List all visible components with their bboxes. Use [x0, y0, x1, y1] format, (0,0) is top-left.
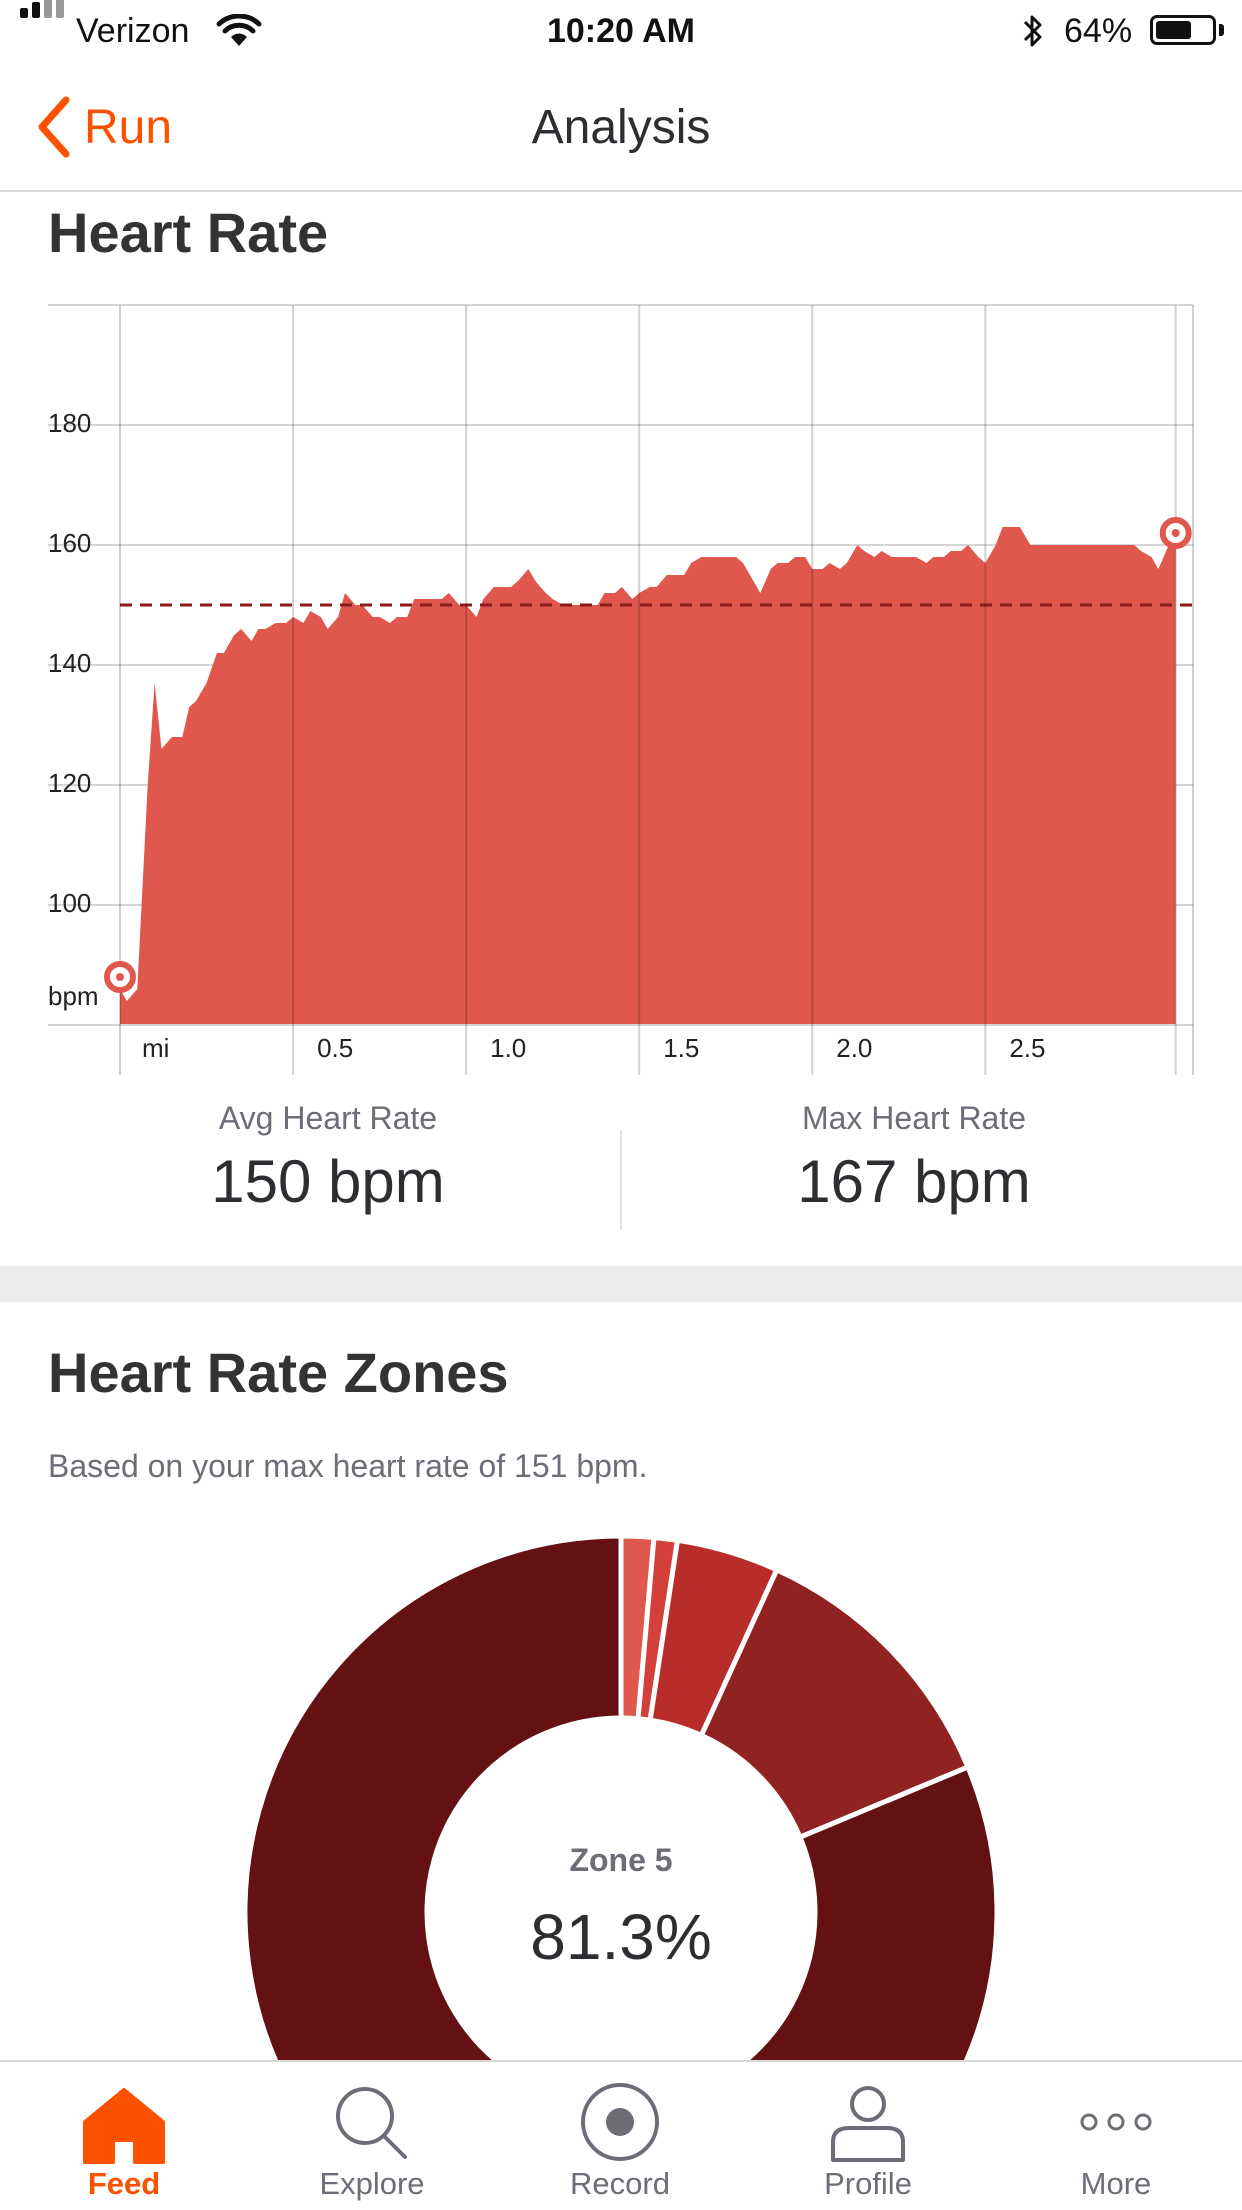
status-bar: Verizon 10:20 AM 64% [0, 0, 1242, 62]
y-tick-label: 180 [48, 408, 91, 438]
tab-profile[interactable]: Profile [744, 2062, 992, 2210]
tab-bar: Feed Explore Record Profile [0, 2060, 1242, 2208]
clock: 10:20 AM [546, 12, 696, 50]
back-button[interactable]: Run [36, 92, 172, 162]
end-marker-dot [1171, 529, 1180, 537]
max-heart-rate: Max Heart Rate 167 bpm [654, 1100, 1174, 1216]
tab-more[interactable]: More [992, 2062, 1240, 2210]
search-icon [336, 2087, 407, 2159]
tab-feed-label: Feed [87, 2166, 161, 2201]
home-icon [83, 2088, 165, 2164]
max-heart-rate-label: Max Heart Rate [801, 1100, 1027, 1136]
chevron-left-icon [38, 96, 70, 158]
y-axis-label: bpm [48, 981, 99, 1011]
zone-slice-5[interactable] [242, 1533, 1000, 2060]
tab-record[interactable]: Record [496, 2062, 744, 2210]
y-tick-label: 120 [48, 768, 91, 798]
selected-zone-value: 81.3% [530, 1901, 712, 1973]
tab-explore[interactable]: Explore [248, 2062, 496, 2210]
page-title: Analysis [531, 101, 711, 154]
battery-nub [1219, 24, 1224, 36]
x-tick-label: 2.0 [836, 1033, 872, 1063]
x-tick-label: 0.5 [317, 1033, 353, 1063]
tab-record-label: Record [570, 2166, 670, 2201]
stat-divider [620, 1130, 622, 1230]
heart-rate-stats: Avg Heart Rate 150 bpm Max Heart Rate 16… [0, 1100, 1242, 1260]
profile-icon [831, 2086, 905, 2162]
wifi-icon [216, 13, 262, 53]
carrier-name: Verizon [76, 12, 190, 50]
tab-feed[interactable]: Feed [0, 2062, 248, 2210]
avg-heart-rate: Avg Heart Rate 150 bpm [68, 1100, 588, 1216]
heart-rate-chart[interactable]: 100 120 140 160 180 bpm mi 0.5 1.0 1.5 2.0 2.5 [0, 290, 1242, 1080]
avg-heart-rate-label: Avg Heart Rate [218, 1100, 438, 1136]
heart-rate-title: Heart Rate [48, 201, 329, 264]
more-icon [1080, 2113, 1152, 2131]
zones-donut-chart[interactable] [0, 1500, 1242, 2060]
back-button-label: Run [84, 100, 173, 154]
zones-donut-svg [242, 1533, 1000, 2060]
battery-icon [1150, 15, 1216, 45]
tab-more-label: More [1080, 2166, 1152, 2201]
tab-explore-label: Explore [319, 2166, 425, 2201]
bluetooth-icon [1018, 12, 1048, 55]
x-tick-label: 1.0 [490, 1033, 526, 1063]
record-icon [581, 2083, 659, 2161]
heart-rate-area [120, 527, 1176, 1025]
y-tick-label: 100 [48, 888, 91, 918]
start-marker-dot [116, 973, 124, 981]
tab-profile-label: Profile [824, 2166, 912, 2201]
zones-title: Heart Rate Zones [48, 1341, 509, 1404]
section-separator [0, 1266, 1242, 1302]
avg-heart-rate-value: 150 bpm [211, 1148, 445, 1215]
battery-percent: 64% [1064, 12, 1133, 50]
x-tick-label: 2.5 [1009, 1033, 1045, 1063]
zone-slice-4[interactable] [698, 1566, 972, 1841]
x-axis-label: mi [142, 1033, 169, 1063]
heart-rate-chart-svg: 100 120 140 160 180 bpm mi 0.5 1.0 1.5 2.0 2.5 [48, 304, 1194, 1075]
zones-subtitle: Based on your max heart rate of 151 bpm. [48, 1448, 648, 1484]
max-heart-rate-value: 167 bpm [797, 1148, 1031, 1215]
selected-zone-label: Zone 5 [569, 1842, 673, 1878]
x-tick-label: 1.5 [663, 1033, 699, 1063]
y-tick-label: 160 [48, 528, 91, 558]
nav-bar: Run Analysis [0, 62, 1242, 192]
y-tick-label: 140 [48, 648, 91, 678]
battery-fill [1156, 21, 1191, 39]
